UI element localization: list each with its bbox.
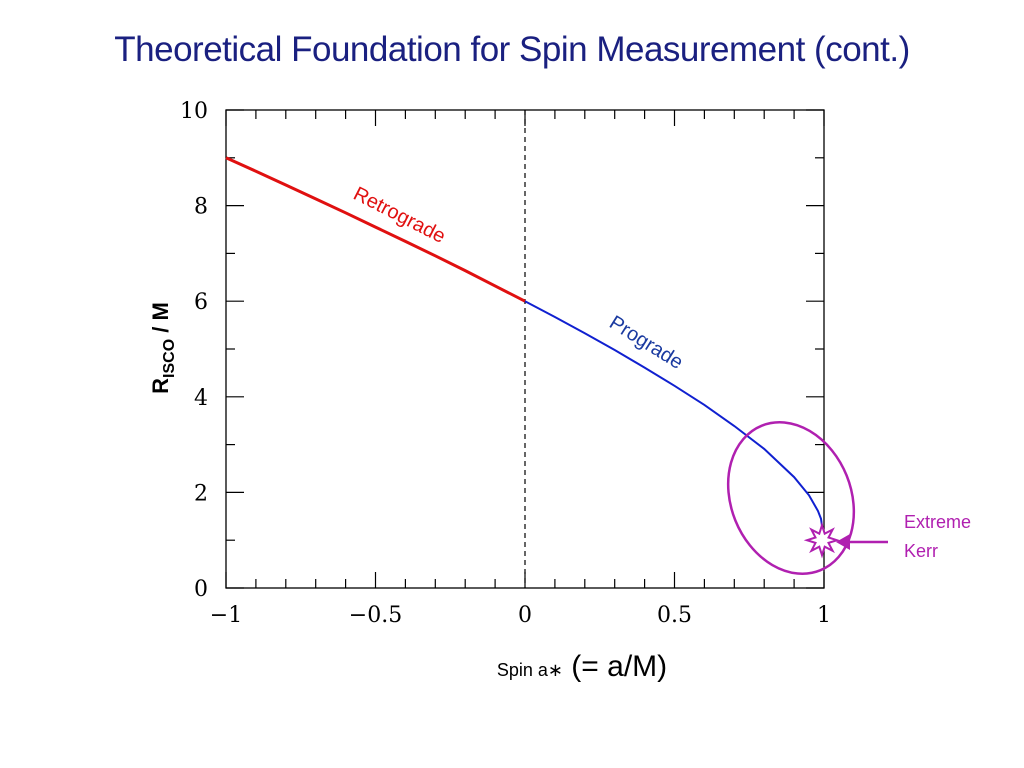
x-tick-label: 0 xyxy=(518,603,532,628)
prograde-label: Prograde xyxy=(605,312,686,374)
slide-title: Theoretical Foundation for Spin Measurem… xyxy=(114,30,910,69)
series-line-retrograde xyxy=(225,156,526,303)
extreme-kerr-label-line2: Kerr xyxy=(904,541,938,561)
y-axis-label: RISCO / M xyxy=(148,302,178,394)
x-tick-label: −1 xyxy=(210,603,242,628)
axis-ticks xyxy=(225,109,825,589)
series-line-prograde xyxy=(524,300,825,541)
y-tick-label: 8 xyxy=(194,195,208,220)
y-tick-label: 10 xyxy=(180,99,208,124)
extreme-kerr-label-line1: Extreme xyxy=(904,512,971,532)
y-tick-label: 0 xyxy=(194,577,208,602)
x-tick-label: −0.5 xyxy=(349,603,402,628)
x-tick-label: 0.5 xyxy=(657,603,692,628)
extreme-kerr-starburst-icon xyxy=(803,521,841,559)
x-tick-label: 1 xyxy=(817,603,831,628)
x-axis-label: Spin a∗ (= a/M) xyxy=(497,650,667,683)
data-series xyxy=(225,110,825,588)
y-tick-label: 6 xyxy=(194,290,208,315)
arrow-head-icon xyxy=(836,534,850,550)
y-tick-label: 2 xyxy=(194,481,208,506)
y-tick-label: 4 xyxy=(194,386,208,411)
extreme-kerr-highlight-ellipse xyxy=(726,421,856,575)
